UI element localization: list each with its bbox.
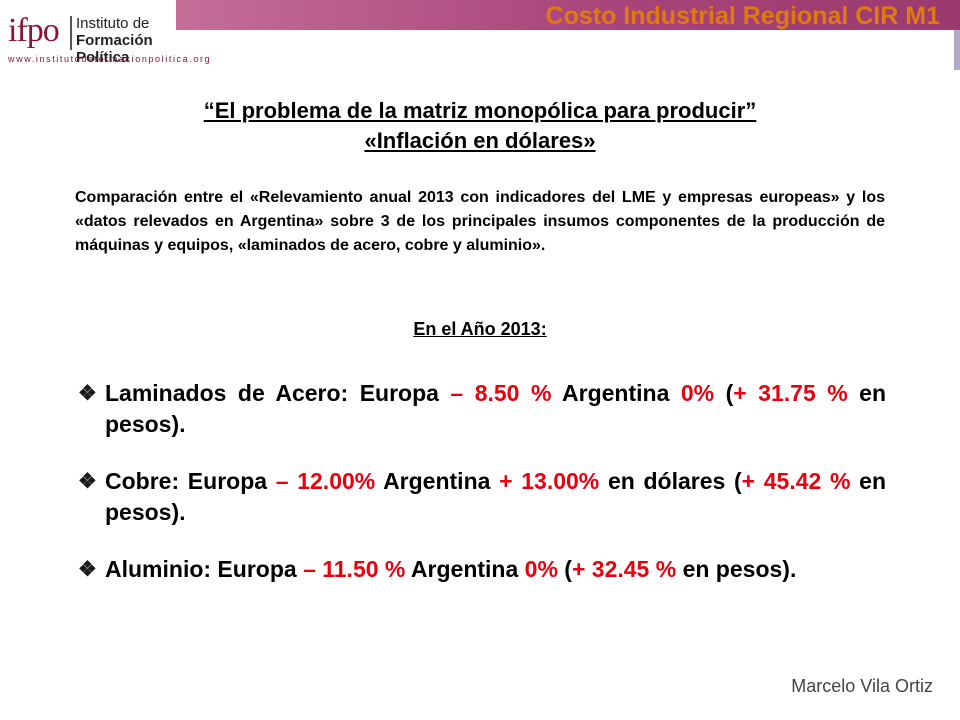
- logo-line-1: Instituto de: [76, 15, 150, 32]
- bullet-text: Laminados de Acero: Europa: [105, 380, 451, 406]
- slide-title: “El problema de la matriz monopólica par…: [75, 96, 885, 156]
- author-name: Marcelo Vila Ortiz: [791, 676, 933, 696]
- bullet-europe-value: – 8.50 %: [450, 380, 552, 406]
- bullet-text: en pesos).: [105, 380, 886, 437]
- logo-line-2: Formación Política: [76, 32, 153, 66]
- bullet-text: Argentina: [405, 556, 525, 582]
- bullet-aluminio: ❖ Aluminio: Europa – 11.50 % Argentina 0…: [78, 554, 886, 585]
- bullet-cobre: ❖ Cobre: Europa – 12.00% Argentina + 13.…: [78, 466, 886, 528]
- bullet-europe-value: – 12.00%: [275, 468, 376, 494]
- header-title: Costo Industrial Regional CIR M1: [545, 2, 940, 30]
- header-bar: [176, 0, 960, 30]
- header-accent-strip: [954, 30, 960, 70]
- diamond-bullet-icon: ❖: [78, 382, 97, 405]
- slide-title-line-1: “El problema de la matriz monopólica par…: [203, 98, 757, 123]
- bullet-text: en pesos).: [105, 468, 887, 525]
- bullet-acero: ❖ Laminados de Acero: Europa – 8.50 % Ar…: [78, 378, 886, 440]
- year-heading: En el Año 2013:: [413, 319, 547, 339]
- bullet-pesos-value: + 32.45 %: [571, 556, 677, 582]
- bullet-pesos-value: + 31.75 %: [733, 380, 848, 406]
- bullet-text: (: [557, 556, 572, 582]
- bullet-text: Cobre: Europa: [105, 468, 276, 494]
- diamond-bullet-icon: ❖: [78, 470, 97, 493]
- slide-title-line-2: «Inflación en dólares»: [364, 128, 596, 153]
- bullet-europe-value: – 11.50 %: [303, 556, 406, 582]
- bullet-text: Argentina: [375, 468, 500, 494]
- bullet-text: en dólares (: [599, 468, 742, 494]
- bullet-list: ❖ Laminados de Acero: Europa – 8.50 % Ar…: [78, 378, 886, 611]
- bullet-argentina-value: + 13.00%: [499, 468, 600, 494]
- logo-name: Instituto de Formación Política: [76, 15, 208, 66]
- logo-separator: [70, 16, 72, 50]
- logo-mark: ifpo: [8, 12, 60, 49]
- bullet-argentina-value: 0%: [524, 556, 558, 582]
- logo-url: www.institutodeformacionpolitica.org: [8, 54, 212, 64]
- bullet-pesos-value: + 45.42 %: [741, 468, 851, 494]
- bullet-argentina-value: 0%: [680, 380, 715, 406]
- logo: ifpo Instituto de Formación Política www…: [8, 6, 212, 67]
- intro-paragraph: Comparación entre el «Relevamiento anual…: [75, 189, 885, 254]
- diamond-bullet-icon: ❖: [78, 558, 97, 581]
- bullet-text: Argentina: [551, 380, 681, 406]
- bullet-text: Aluminio: Europa: [105, 556, 304, 582]
- bullet-text: en pesos).: [676, 556, 797, 582]
- bullet-text: (: [714, 380, 734, 406]
